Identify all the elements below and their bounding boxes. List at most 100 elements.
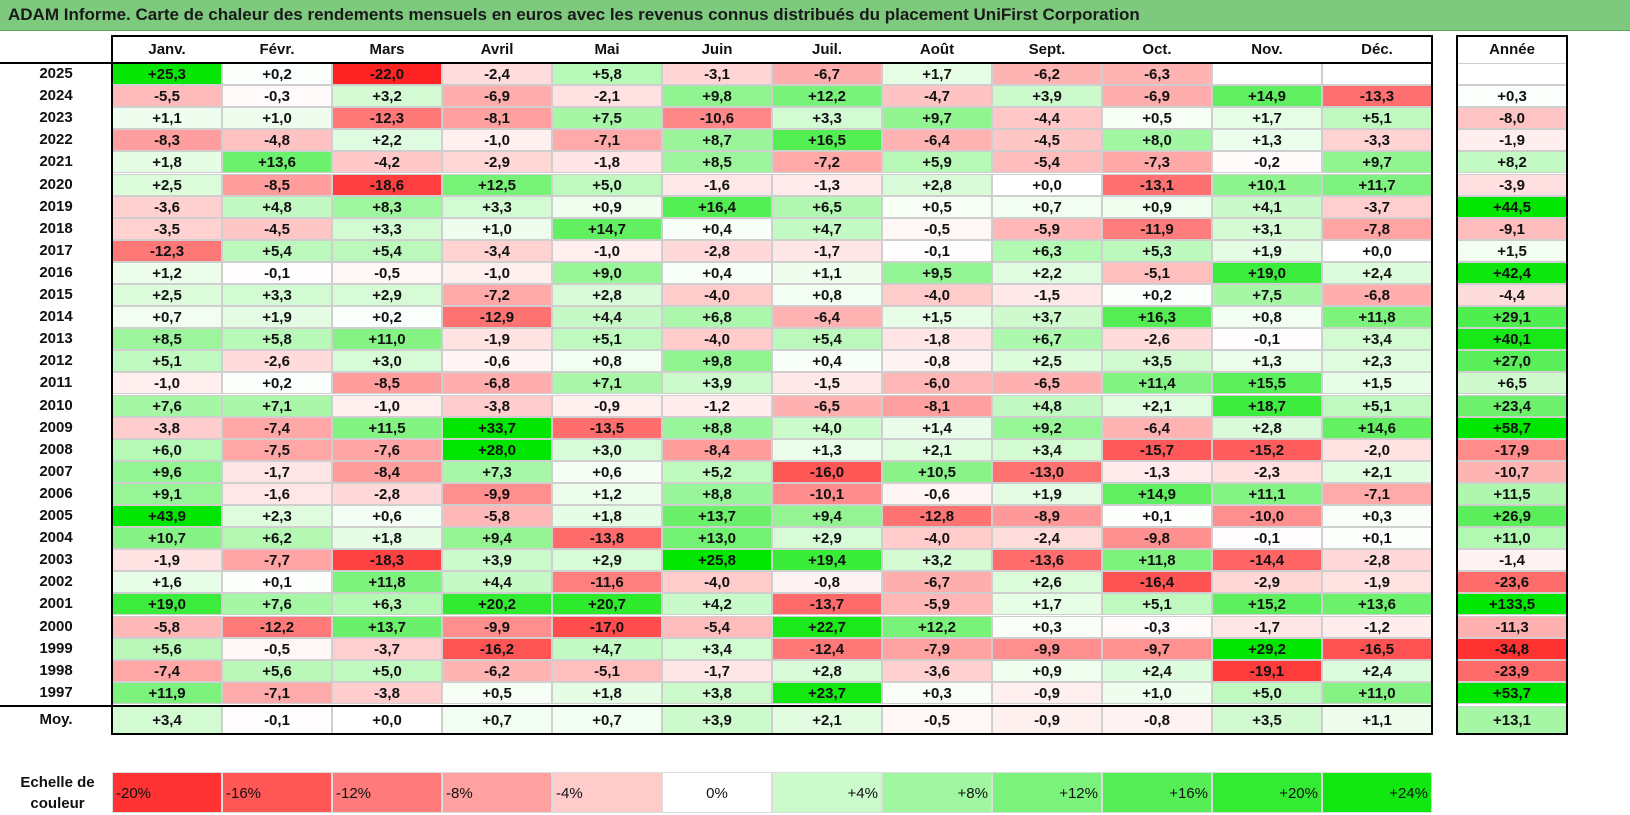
heatmap-cell: +0,8 xyxy=(552,350,662,373)
heatmap-cell: -13,3 xyxy=(1322,85,1432,108)
heatmap-cell: +3,7 xyxy=(992,306,1102,329)
heatmap-cell: +1,3 xyxy=(772,438,882,461)
heatmap-cell: +14,9 xyxy=(1102,482,1212,505)
heatmap-cell: -1,3 xyxy=(772,173,882,196)
heatmap-cell: -6,9 xyxy=(442,85,552,108)
heatmap-cell: -5,9 xyxy=(882,593,992,616)
heatmap-cell: -2,6 xyxy=(1102,328,1212,351)
average-cell: +3,5 xyxy=(1212,705,1322,734)
heatmap-cell: +0,2 xyxy=(332,306,442,329)
heatmap-cell: +8,5 xyxy=(662,151,772,174)
heatmap-cell: -15,7 xyxy=(1102,438,1212,461)
heatmap-cell: +9,0 xyxy=(552,261,662,284)
heatmap-cell: +1,8 xyxy=(552,681,662,704)
heatmap-cell: +6,5 xyxy=(772,195,882,218)
heatmap-cell: -10,0 xyxy=(1212,505,1322,528)
heatmap-cell: +5,0 xyxy=(1212,681,1322,704)
annual-cell: -9,1 xyxy=(1457,217,1567,240)
heatmap-cell: +18,7 xyxy=(1212,394,1322,417)
heatmap-cell: -1,6 xyxy=(222,482,332,505)
heatmap-cell: +12,5 xyxy=(442,173,552,196)
heatmap-cell: +1,9 xyxy=(1212,239,1322,262)
heatmap-cell: +5,6 xyxy=(112,637,222,660)
heatmap-cell: +4,1 xyxy=(1212,195,1322,218)
heatmap-cell: -2,8 xyxy=(332,482,442,505)
heatmap-cell: +20,7 xyxy=(552,593,662,616)
heatmap-cell: +0,4 xyxy=(772,350,882,373)
heatmap-cell: +4,7 xyxy=(552,637,662,660)
heatmap-cell: -14,4 xyxy=(1212,549,1322,572)
heatmap-cell: +9,7 xyxy=(1322,151,1432,174)
average-cell: -0,1 xyxy=(222,705,332,734)
heatmap-cell: +5,2 xyxy=(662,460,772,483)
annual-cell: -8,0 xyxy=(1457,107,1567,130)
header-separator xyxy=(0,62,1433,64)
year-label: 2017 xyxy=(39,241,73,259)
heatmap-cell: -7,2 xyxy=(442,284,552,307)
average-cell: +2,1 xyxy=(772,705,882,734)
heatmap-cell: -12,2 xyxy=(222,615,332,638)
year-label: 2009 xyxy=(39,418,73,436)
heatmap-cell: -2,3 xyxy=(1212,460,1322,483)
heatmap-cell: +1,3 xyxy=(1212,350,1322,373)
column-header: Nov. xyxy=(1251,41,1283,58)
legend-swatch: +4% xyxy=(772,772,882,813)
heatmap-cell: +0,3 xyxy=(882,681,992,704)
heatmap-cell: -0,2 xyxy=(1212,151,1322,174)
heatmap-cell: +3,3 xyxy=(222,284,332,307)
heatmap-cell: -1,6 xyxy=(662,173,772,196)
heatmap-cell: -18,6 xyxy=(332,173,442,196)
average-label: Moy. xyxy=(39,710,73,728)
heatmap-cell: -12,4 xyxy=(772,637,882,660)
heatmap-cell: +0,4 xyxy=(662,261,772,284)
heatmap-cell: +7,5 xyxy=(1212,284,1322,307)
heatmap-cell: +1,2 xyxy=(552,482,662,505)
year-label: 2019 xyxy=(39,197,73,215)
heatmap-cell: -9,9 xyxy=(442,482,552,505)
heatmap-cell: +8,3 xyxy=(332,195,442,218)
heatmap-cell: +5,8 xyxy=(552,63,662,86)
heatmap-cell: -11,9 xyxy=(1102,217,1212,240)
heatmap-cell: +9,6 xyxy=(112,460,222,483)
heatmap-cell: +1,8 xyxy=(112,151,222,174)
heatmap-cell: -0,1 xyxy=(882,239,992,262)
heatmap-cell: +2,6 xyxy=(992,571,1102,594)
heatmap-cell: +11,0 xyxy=(1322,681,1432,704)
heatmap-cell: +11,7 xyxy=(1322,173,1432,196)
annual-cell: -4,4 xyxy=(1457,284,1567,307)
legend-swatch: -16% xyxy=(222,772,332,813)
heatmap-cell: +0,1 xyxy=(1102,505,1212,528)
annual-cell: +29,1 xyxy=(1457,306,1567,329)
annual-cell: +53,7 xyxy=(1457,681,1567,704)
heatmap-cell: -8,9 xyxy=(992,505,1102,528)
heatmap-cell: +11,1 xyxy=(1212,482,1322,505)
column-header: Mai xyxy=(594,41,620,58)
heatmap-cell: -8,4 xyxy=(662,438,772,461)
heatmap-cell: +0,8 xyxy=(772,284,882,307)
heatmap-cell: -16,2 xyxy=(442,637,552,660)
heatmap-cell: -6,3 xyxy=(1102,63,1212,86)
heatmap-cell: +5,9 xyxy=(882,151,992,174)
legend-swatch: +8% xyxy=(882,772,992,813)
heatmap-cell: +5,4 xyxy=(332,239,442,262)
heatmap-cell: +3,9 xyxy=(992,85,1102,108)
heatmap-cell: -6,5 xyxy=(992,372,1102,395)
annual-cell: -23,6 xyxy=(1457,571,1567,594)
heatmap-cell: -12,3 xyxy=(112,239,222,262)
heatmap-cell: +1,3 xyxy=(1212,129,1322,152)
heatmap-cell: +16,4 xyxy=(662,195,772,218)
heatmap-cell: -0,6 xyxy=(882,482,992,505)
heatmap-cell xyxy=(1322,63,1432,86)
year-label: 2002 xyxy=(39,573,73,591)
column-header: Févr. xyxy=(259,41,295,58)
heatmap-cell: +9,4 xyxy=(442,527,552,550)
heatmap-cell: -2,9 xyxy=(442,151,552,174)
heatmap-cell: +2,3 xyxy=(222,505,332,528)
annual-cell: +1,5 xyxy=(1457,239,1567,262)
heatmap-cell: +0,0 xyxy=(992,173,1102,196)
heatmap-cell: -9,7 xyxy=(1102,637,1212,660)
heatmap-cell: +0,8 xyxy=(1212,306,1322,329)
heatmap-cell: -3,7 xyxy=(332,637,442,660)
heatmap-cell: +3,3 xyxy=(442,195,552,218)
heatmap-cell: -12,3 xyxy=(332,107,442,130)
